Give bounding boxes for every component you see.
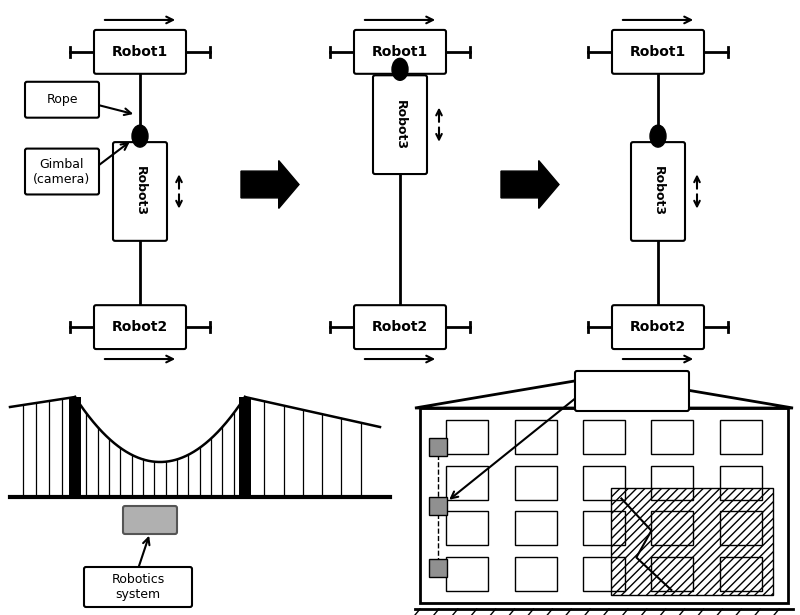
Bar — [446, 512, 488, 546]
Bar — [583, 512, 625, 546]
FancyBboxPatch shape — [94, 30, 186, 74]
Bar — [720, 420, 762, 454]
Text: Gimbal
(camera): Gimbal (camera) — [34, 157, 90, 186]
FancyBboxPatch shape — [373, 75, 427, 174]
Bar — [720, 466, 762, 499]
Text: Rope: Rope — [46, 93, 78, 106]
FancyBboxPatch shape — [94, 305, 186, 349]
Bar — [720, 512, 762, 546]
Text: Robot1: Robot1 — [630, 45, 686, 59]
Bar — [446, 466, 488, 499]
Text: Robot2: Robot2 — [372, 320, 428, 334]
Text: Robot3: Robot3 — [651, 167, 665, 216]
Polygon shape — [241, 161, 299, 208]
FancyBboxPatch shape — [25, 149, 99, 194]
FancyBboxPatch shape — [354, 30, 446, 74]
Bar — [446, 557, 488, 591]
Bar — [651, 420, 694, 454]
Bar — [720, 557, 762, 591]
FancyBboxPatch shape — [631, 142, 685, 241]
Bar — [583, 420, 625, 454]
Text: Robot2: Robot2 — [630, 320, 686, 334]
Bar — [420, 408, 788, 603]
Bar — [69, 397, 81, 497]
Text: Robotics
system: Robotics system — [111, 573, 165, 601]
FancyBboxPatch shape — [612, 30, 704, 74]
FancyBboxPatch shape — [25, 82, 99, 117]
Bar — [651, 512, 694, 546]
Bar — [611, 488, 774, 595]
FancyBboxPatch shape — [354, 305, 446, 349]
Ellipse shape — [392, 58, 408, 81]
FancyBboxPatch shape — [123, 506, 177, 534]
Bar — [429, 496, 447, 515]
Bar — [429, 438, 447, 456]
Bar — [514, 420, 557, 454]
Ellipse shape — [132, 125, 148, 147]
Text: Robot1: Robot1 — [112, 45, 168, 59]
Bar — [514, 466, 557, 499]
Text: Robotics
system: Robotics system — [606, 377, 658, 405]
Bar — [446, 420, 488, 454]
FancyBboxPatch shape — [612, 305, 704, 349]
Text: Robot3: Robot3 — [134, 167, 146, 216]
Bar — [514, 557, 557, 591]
Bar — [514, 512, 557, 546]
Polygon shape — [415, 376, 793, 408]
Bar — [429, 559, 447, 577]
Bar — [651, 557, 694, 591]
Polygon shape — [501, 161, 559, 208]
Bar — [239, 397, 251, 497]
Text: Robot1: Robot1 — [372, 45, 428, 59]
Bar — [583, 557, 625, 591]
FancyBboxPatch shape — [84, 567, 192, 607]
Ellipse shape — [650, 125, 666, 147]
Text: Robot2: Robot2 — [112, 320, 168, 334]
Bar — [583, 466, 625, 499]
FancyBboxPatch shape — [575, 371, 689, 411]
Text: Robot3: Robot3 — [394, 100, 406, 149]
FancyBboxPatch shape — [113, 142, 167, 241]
Bar — [651, 466, 694, 499]
